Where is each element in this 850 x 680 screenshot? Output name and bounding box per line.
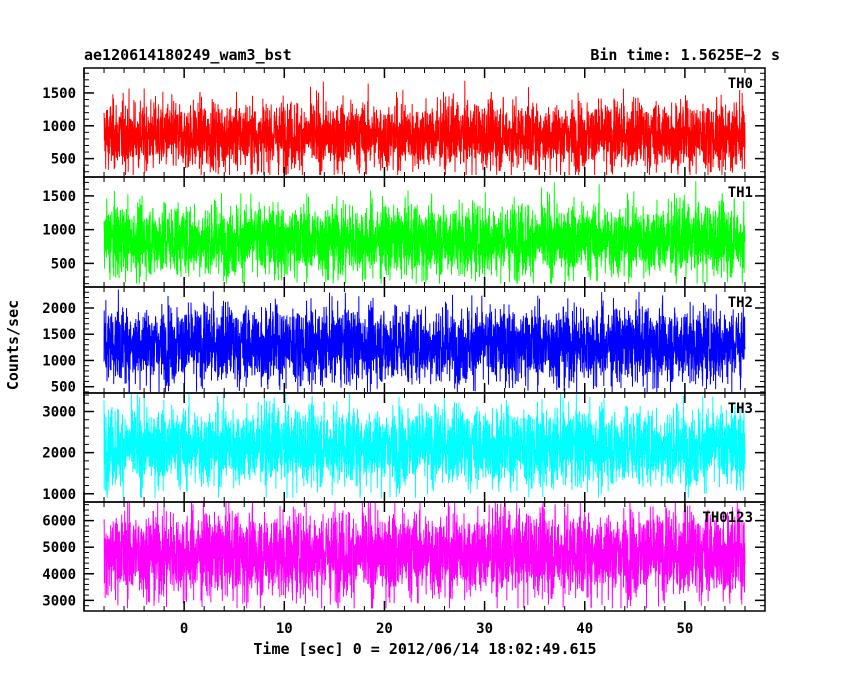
observation-id-title: ae120614180249_wam3_bst	[84, 46, 292, 64]
y-tick-label: 1000	[42, 223, 76, 239]
series-line-th0123	[103, 502, 746, 609]
panel-th3: 1000 2000 3000 TH3	[42, 392, 766, 503]
y-tick-label: 1500	[42, 327, 76, 343]
x-tick-label: 10	[276, 621, 293, 637]
y-tick-label: 1000	[42, 119, 76, 135]
y-tick-label: 5000	[42, 540, 76, 556]
x-axis-label: Time [sec] 0 = 2012/06/14 18:02:49.615	[253, 640, 596, 658]
panel-label-th0: TH0	[728, 76, 753, 92]
panel-th0: 500 1000 1500 TH0	[42, 67, 766, 178]
series-line-th2	[103, 289, 746, 392]
x-tick-label: 20	[376, 621, 393, 637]
y-tick-label: 6000	[42, 514, 76, 530]
y-tick-label: 3000	[42, 593, 76, 609]
y-tick-label: 500	[51, 256, 76, 272]
panel-th1: 500 1000 1500 TH1	[42, 176, 766, 288]
panel-label-th2: TH2	[728, 295, 753, 311]
panel-label-th0123: TH0123	[702, 510, 753, 526]
y-tick-label: 2000	[42, 446, 76, 462]
series-line-th3	[103, 393, 746, 498]
y-tick-label: 500	[51, 380, 76, 396]
y-tick-label: 3000	[42, 405, 76, 421]
y-tick-label: 1000	[42, 353, 76, 369]
y-tick-label: 1500	[42, 86, 76, 102]
x-tick-label: 50	[676, 621, 693, 637]
y-tick-label: 4000	[42, 567, 76, 583]
y-axis-label: Counts/sec	[4, 300, 22, 390]
y-tick-label: 1500	[42, 189, 76, 205]
panel-th0123: 3000 4000 5000 6000 TH0123 0 10 20 30 40 50	[42, 501, 766, 637]
y-tick-label: 500	[51, 152, 76, 168]
x-tick-label: 0	[180, 621, 188, 637]
y-tick-label: 1000	[42, 487, 76, 503]
series-line-th1	[103, 181, 746, 284]
panel-label-th3: TH3	[728, 401, 753, 417]
panel-label-th1: TH1	[728, 185, 753, 201]
series-line-th0	[103, 80, 746, 176]
bin-time-title: Bin time: 1.5625E−2 s	[590, 46, 780, 64]
y-tick-label: 2000	[42, 301, 76, 317]
x-tick-label: 40	[576, 621, 593, 637]
panel-th2: 500 1000 1500 2000 TH2	[42, 286, 766, 396]
x-tick-label: 30	[476, 621, 493, 637]
